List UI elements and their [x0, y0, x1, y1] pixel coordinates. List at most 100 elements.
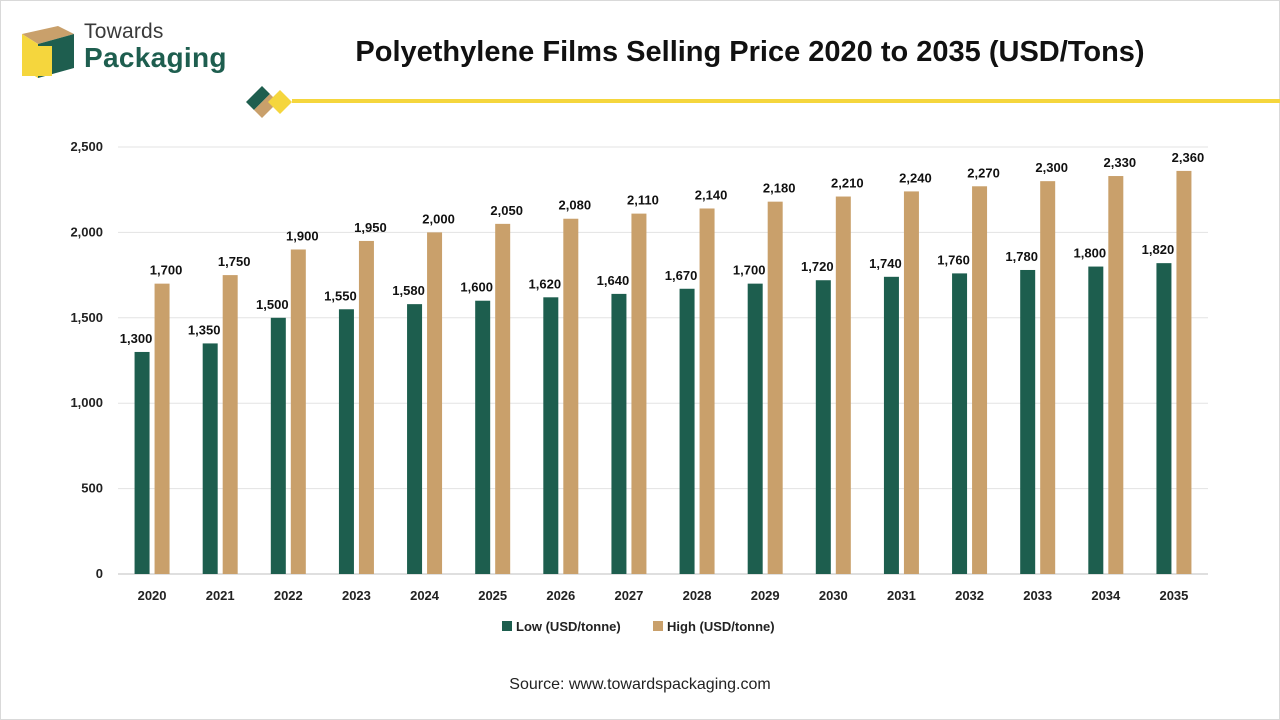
y-tick-label: 2,500 [70, 139, 103, 154]
data-label-high: 2,270 [967, 165, 1000, 180]
x-tick-label: 2023 [342, 588, 371, 603]
bar-low [883, 276, 899, 574]
x-tick-label: 2029 [751, 588, 780, 603]
bar-low [407, 304, 423, 574]
x-tick-label: 2026 [546, 588, 575, 603]
x-tick-label: 2021 [206, 588, 235, 603]
y-tick-label: 2,000 [70, 224, 103, 239]
data-label-high: 2,240 [899, 170, 932, 185]
bar-low [1020, 269, 1036, 574]
legend-swatch-high [653, 621, 663, 631]
bar-high [767, 201, 783, 574]
bar-high [835, 196, 851, 575]
y-axis-ticks: 0 500 1,000 1,500 2,000 2,500 [70, 139, 103, 581]
data-label-low: 1,640 [597, 273, 630, 288]
data-label-low: 1,740 [869, 256, 902, 271]
bar-low [815, 280, 831, 574]
x-axis-ticks: 2020 2021 2022 2023 2024 2025 2026 2027 2028 2029… [138, 588, 1189, 603]
bar-low [679, 288, 695, 574]
brand-logo: Towards Packaging [18, 20, 258, 84]
bar-low [543, 297, 559, 574]
bar-high [699, 208, 715, 574]
data-label-high: 2,110 [627, 193, 659, 208]
bar-high [563, 218, 579, 574]
bar-low [611, 293, 627, 574]
x-tick-label: 2033 [1023, 588, 1052, 603]
legend-label-high: High (USD/tonne) [667, 619, 775, 634]
bar-high [427, 232, 443, 574]
title-divider [292, 99, 1280, 103]
brand-name-bottom: Packaging [84, 42, 227, 73]
data-labels: 1,300 1,700 1,350 1,750 1,500 1,900 1,550 1,950… [120, 150, 1204, 346]
data-label-low: 1,780 [1005, 249, 1038, 264]
bar-high [495, 223, 511, 575]
data-label-high: 2,330 [1104, 155, 1137, 170]
data-label-low: 1,600 [460, 280, 493, 295]
data-label-high: 2,050 [490, 203, 523, 218]
x-tick-label: 2022 [274, 588, 303, 603]
data-label-high: 2,140 [695, 187, 728, 202]
bar-high [154, 283, 170, 574]
data-label-high: 2,180 [763, 181, 796, 196]
packaging-box-icon [22, 26, 74, 78]
bar-high [222, 275, 238, 574]
bar-high [358, 240, 374, 574]
data-label-high: 2,210 [831, 176, 864, 191]
data-label-low: 1,500 [256, 297, 289, 312]
data-label-low: 1,700 [733, 263, 766, 278]
bar-high [1176, 170, 1192, 575]
legend-swatch-low [502, 621, 512, 631]
bar-low [1156, 263, 1172, 574]
bar-low [747, 283, 763, 574]
x-tick-label: 2028 [683, 588, 712, 603]
x-tick-label: 2020 [138, 588, 167, 603]
data-label-high: 1,900 [286, 228, 319, 243]
y-tick-label: 1,500 [70, 310, 103, 325]
bar-low [952, 273, 968, 574]
y-tick-label: 1,000 [70, 395, 103, 410]
data-label-low: 1,800 [1074, 246, 1107, 261]
bar-low [270, 317, 286, 574]
data-label-high: 1,950 [354, 220, 387, 235]
data-label-low: 1,300 [120, 331, 153, 346]
data-label-low: 1,820 [1142, 242, 1175, 257]
x-tick-label: 2030 [819, 588, 848, 603]
legend-label-low: Low (USD/tonne) [516, 619, 621, 634]
data-label-low: 1,720 [801, 259, 834, 274]
bar-low [1088, 266, 1104, 574]
x-tick-label: 2024 [410, 588, 440, 603]
chart-title: Polyethylene Films Selling Price 2020 to… [355, 36, 1145, 68]
data-label-low: 1,350 [188, 322, 221, 337]
bar-high [290, 249, 306, 575]
x-tick-label: 2025 [478, 588, 507, 603]
x-tick-label: 2035 [1159, 588, 1188, 603]
bar-low [202, 343, 218, 574]
x-tick-label: 2032 [955, 588, 984, 603]
brand-name-top: Towards [84, 20, 164, 43]
bar-low [475, 300, 491, 574]
bar-low [134, 351, 150, 574]
bar-high [631, 213, 647, 574]
x-tick-label: 2031 [887, 588, 916, 603]
legend: Low (USD/tonne) High (USD/tonne) [502, 619, 775, 634]
bars [134, 170, 1192, 575]
x-tick-label: 2027 [614, 588, 643, 603]
data-label-high: 2,360 [1172, 150, 1205, 165]
data-label-low: 1,580 [392, 283, 425, 298]
data-label-high: 1,750 [218, 254, 251, 269]
data-label-low: 1,670 [665, 268, 698, 283]
data-label-low: 1,760 [937, 252, 970, 267]
source-note: Source: www.towardspackaging.com [509, 676, 771, 693]
data-label-low: 1,620 [529, 276, 562, 291]
y-tick-label: 500 [81, 481, 103, 496]
y-tick-label: 0 [96, 566, 103, 581]
data-label-high: 2,080 [559, 198, 592, 213]
data-label-high: 2,300 [1035, 160, 1068, 175]
bar-high [1108, 176, 1124, 574]
bar-high [972, 186, 988, 574]
x-tick-label: 2034 [1091, 588, 1121, 603]
data-label-high: 1,700 [150, 263, 183, 278]
bar-high [903, 191, 919, 574]
bar-high [1040, 181, 1056, 574]
data-label-low: 1,550 [324, 288, 357, 303]
